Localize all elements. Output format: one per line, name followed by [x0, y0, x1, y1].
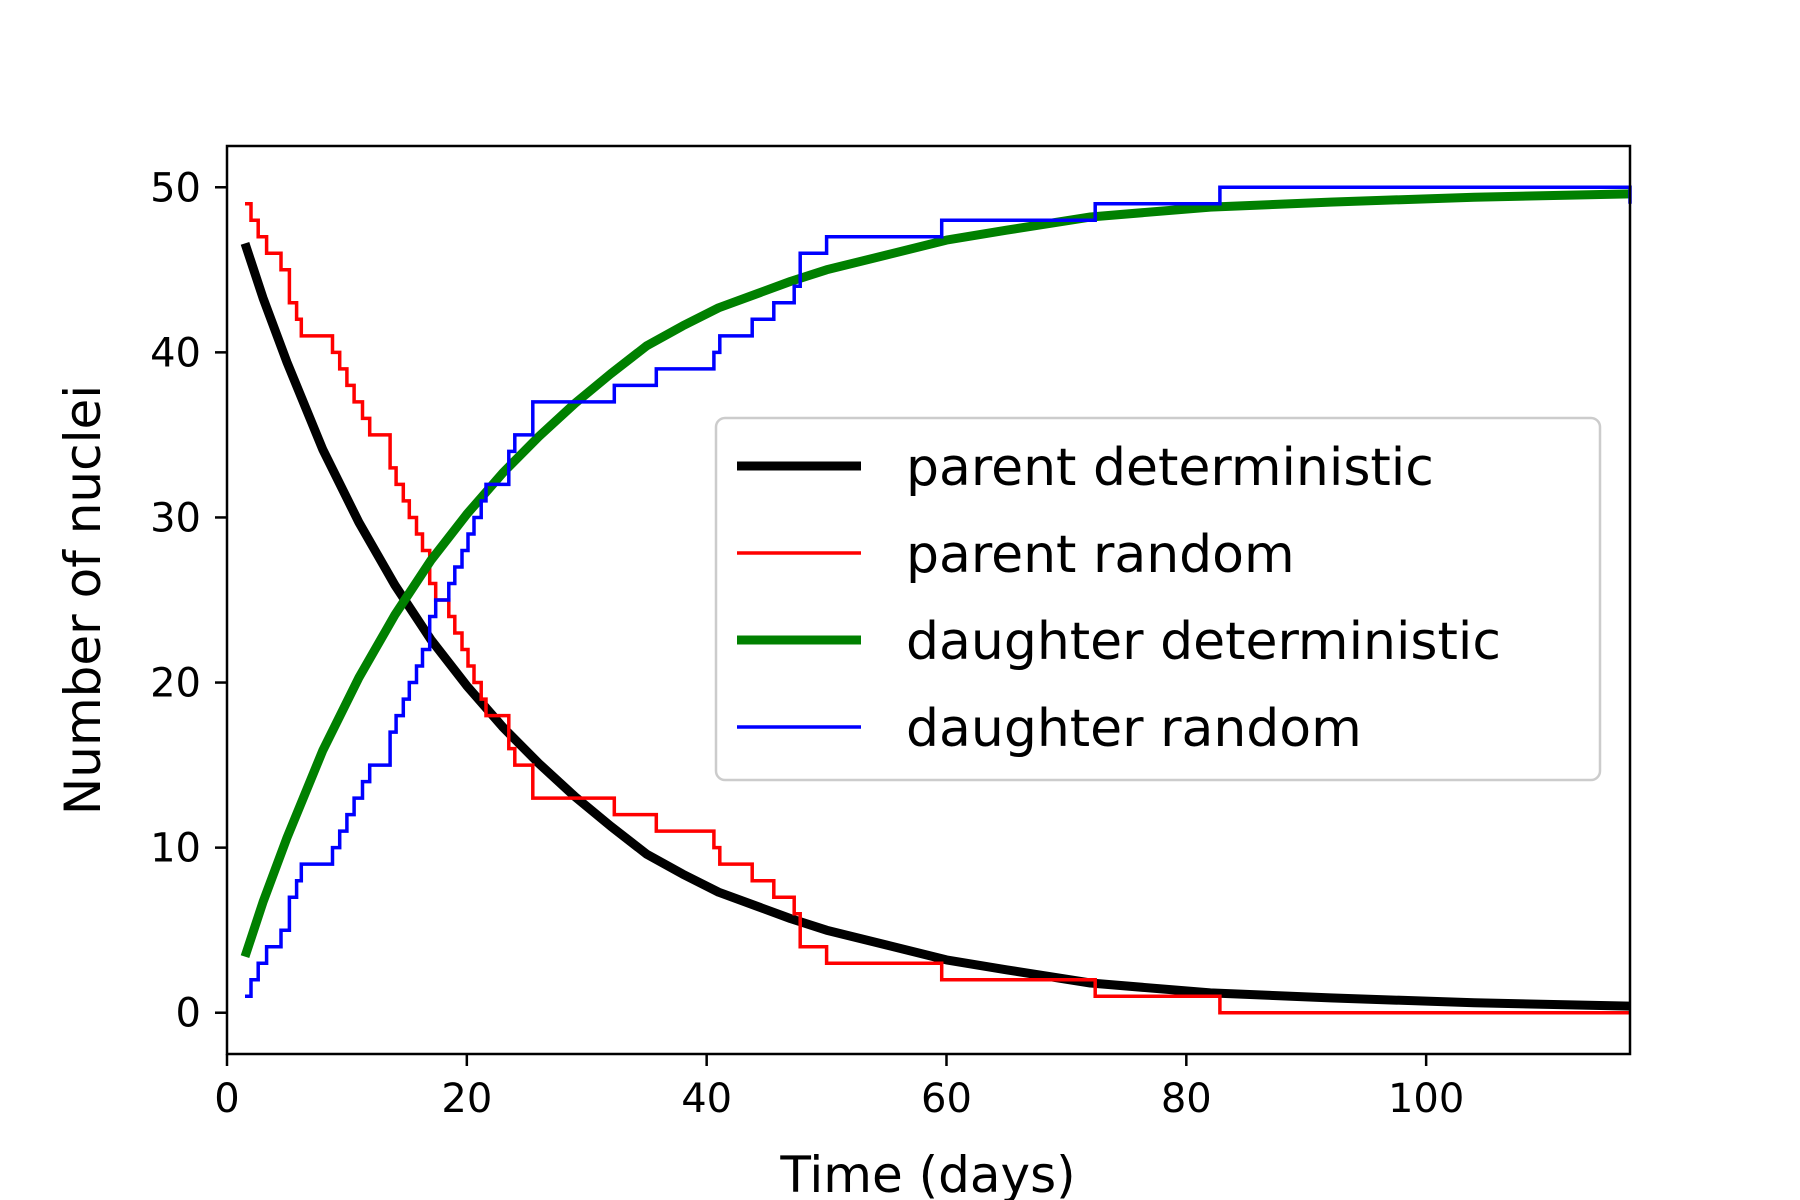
legend-box [714, 416, 1602, 782]
y-tick-label: 30 [150, 495, 201, 541]
legend-label-parent-deterministic: parent deterministic [906, 438, 1434, 498]
x-tick-label: 0 [214, 1076, 239, 1122]
x-tick-label: 80 [1161, 1076, 1212, 1122]
series-line-parent-random [245, 202, 1630, 1015]
x-tick-label: 40 [681, 1076, 732, 1122]
legend: parent deterministic parent random daugh… [714, 416, 1602, 782]
x-tick-label: 100 [1388, 1076, 1464, 1122]
legend-label-daughter-deterministic: daughter deterministic [906, 612, 1501, 672]
x-tick-label: 20 [441, 1076, 492, 1122]
series-line-daughter-random [245, 185, 1632, 998]
x-axis-label: Time (days) [779, 1146, 1075, 1200]
y-tick-label: 10 [150, 826, 201, 872]
y-tick-label: 0 [176, 991, 201, 1037]
ticks-layer: 0 20 40 60 80 100 0 10 20 30 40 50 [150, 165, 1464, 1122]
legend-label-parent-random: parent random [906, 525, 1295, 585]
y-tick-label: 20 [150, 661, 201, 707]
y-tick-label: 40 [150, 330, 201, 376]
y-axis-label: Number of nuclei [54, 385, 112, 815]
y-tick-label: 50 [150, 165, 201, 211]
series-layer [240, 185, 1632, 1015]
plot-frame [225, 144, 1632, 1056]
x-tick-label: 60 [921, 1076, 972, 1122]
legend-label-daughter-random: daughter random [906, 699, 1362, 759]
